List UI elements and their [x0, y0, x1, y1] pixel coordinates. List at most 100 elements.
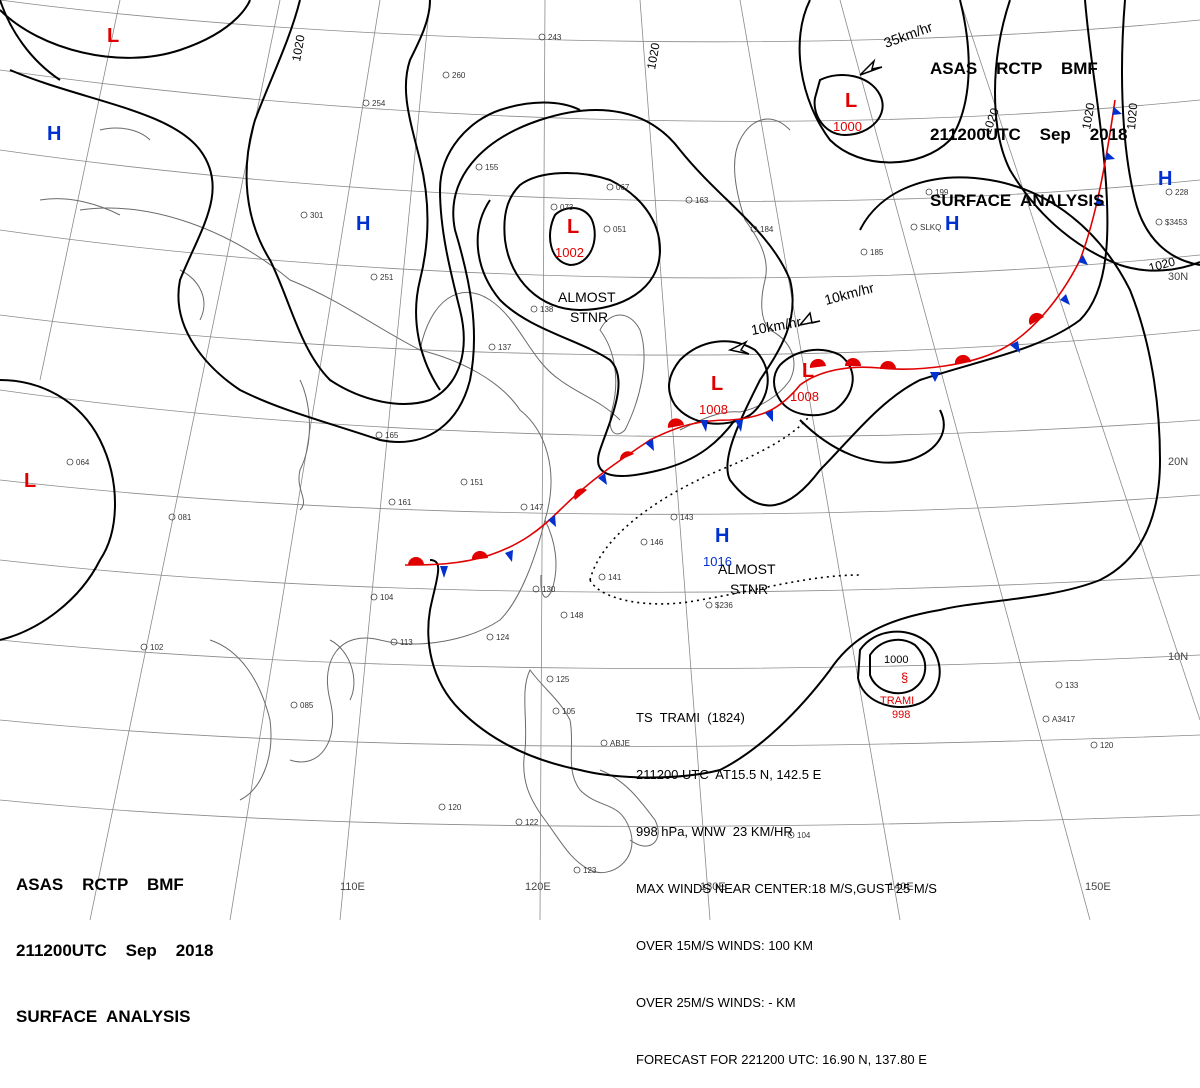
station-circle-icon — [532, 585, 540, 593]
station-plot: $3453 — [1165, 218, 1188, 227]
station-plot: 113 — [400, 638, 413, 647]
typhoon-info-pressure: 998 hPa, WNW 23 KM/HR — [636, 824, 793, 839]
station-plot: 254 — [372, 99, 386, 108]
station-plot: 161 — [398, 498, 412, 507]
station-circle-icon — [910, 223, 918, 231]
station-circle-icon — [530, 305, 538, 313]
isobar-label: 1020 — [1147, 254, 1177, 275]
station-plot: 133 — [1065, 681, 1079, 690]
station-circle-icon — [1042, 715, 1050, 723]
station-circle-icon — [388, 498, 396, 506]
almost-stnr-label: ALMOST — [718, 561, 776, 577]
high-pressure-center: H — [945, 213, 959, 235]
station-circle-icon — [552, 707, 560, 715]
typhoon-name: TRAMI — [880, 695, 914, 707]
lat-label-30n: 30N — [1168, 271, 1188, 283]
station-circle-icon — [705, 601, 713, 609]
station-plot: 102 — [150, 643, 164, 652]
footer-line-3: SURFACE ANALYSIS — [16, 1007, 191, 1026]
station-circle-icon — [750, 225, 758, 233]
station-circle-icon — [475, 163, 483, 171]
station-plot: 085 — [300, 701, 314, 710]
station-circle-icon — [438, 803, 446, 811]
almost-stnr-label: STNR — [730, 581, 768, 597]
low-pressure-center: L — [567, 216, 579, 238]
footer-line-1: ASAS RCTP BMF — [16, 875, 184, 894]
station-circle-icon — [560, 611, 568, 619]
typhoon-isobar-label: 1000 — [884, 654, 908, 666]
station-circle-icon — [600, 739, 608, 747]
station-circle-icon — [362, 99, 370, 107]
tropical-storm-icon: § — [901, 670, 908, 685]
station-plot: ABJE — [610, 739, 630, 748]
station-plot: 185 — [870, 248, 884, 257]
station-circle-icon — [370, 273, 378, 281]
station-plot: 138 — [540, 305, 554, 314]
station-circle-icon — [860, 248, 868, 256]
isobar-label: 1020 — [289, 33, 307, 62]
almost-stnr-label: STNR — [570, 309, 608, 325]
typhoon-info-forecast: FORECAST FOR 221200 UTC: 16.90 N, 137.80… — [636, 1052, 927, 1067]
station-plot: 141 — [608, 573, 622, 582]
grid-labels: 110E 120E 130E 140E 150E 30N 20N 10N — [340, 271, 1188, 893]
pressure-value: 1002 — [555, 245, 584, 260]
station-circle-icon — [1055, 681, 1063, 689]
header-line-1: ASAS RCTP BMF — [930, 59, 1098, 78]
low-pressure-center: L — [711, 373, 723, 395]
station-circle-icon — [685, 196, 693, 204]
isobar-label: 1020 — [1124, 102, 1140, 130]
isobar-label: 1020 — [644, 41, 662, 70]
station-circle-icon — [460, 478, 468, 486]
station-plot: 243 — [548, 33, 562, 42]
high-pressure-center: H — [356, 213, 370, 235]
lon-label-120e: 120E — [525, 881, 551, 893]
station-circle-icon — [670, 513, 678, 521]
station-plot: 199 — [935, 188, 949, 197]
lon-label-110e: 110E — [340, 881, 365, 893]
station-plot: 146 — [650, 538, 664, 547]
station-plot: 073 — [560, 203, 574, 212]
typhoon-info-title: TS TRAMI (1824) — [636, 710, 745, 725]
high-pressure-center: H — [1158, 168, 1172, 190]
typhoon-info-max-winds: MAX WINDS NEAR CENTER:18 M/S,GUST 25 M/S — [636, 881, 937, 896]
station-circle-icon — [442, 71, 450, 79]
station-plot: 301 — [310, 211, 324, 220]
weather-map: L H L 1000 H L 1002 L 1008 L 1008 L H 1016 H H 243 260 25… — [0, 0, 1200, 920]
station-plot: 124 — [496, 633, 510, 642]
station-plot: 260 — [452, 71, 466, 80]
pressure-value: 1008 — [699, 402, 728, 417]
station-plot: 104 — [797, 831, 811, 840]
station-plot: 251 — [380, 273, 394, 282]
low-pressure-center: L — [845, 90, 857, 112]
station-circle-icon — [1090, 741, 1098, 749]
station-circle-icon — [640, 538, 648, 546]
isobars — [0, 0, 1200, 779]
typhoon-info-15ms-radius: OVER 15M/S WINDS: 100 KM — [636, 938, 813, 953]
almost-stnr-label: ALMOST — [558, 289, 616, 305]
station-plot: 155 — [485, 163, 499, 172]
footer-line-2: 211200UTC Sep 2018 — [16, 941, 214, 960]
station-plot: 081 — [178, 513, 192, 522]
station-plot: 143 — [680, 513, 694, 522]
station-plot: 165 — [385, 431, 399, 440]
station-plot: 104 — [380, 593, 394, 602]
header-line-2: 211200UTC Sep 2018 — [930, 125, 1128, 144]
station-plot: 137 — [498, 343, 512, 352]
station-plot: 120 — [448, 803, 462, 812]
typhoon-info-25ms-radius: OVER 25M/S WINDS: - KM — [636, 995, 796, 1010]
station-circle-icon — [1165, 188, 1173, 196]
isobar-labels: 1020 1020 1020 1020 1020 1020 — [289, 33, 1177, 274]
coastlines — [39, 118, 795, 874]
station-plot: 228 — [1175, 188, 1189, 197]
station-plot: 122 — [525, 818, 539, 827]
station-plot: 105 — [562, 707, 576, 716]
header-line-3: SURFACE ANALYSIS — [930, 191, 1105, 210]
station-plot: 148 — [570, 611, 584, 620]
station-plot: $236 — [715, 601, 733, 610]
typhoon-pressure: 998 — [892, 709, 910, 721]
typhoon-center: 1000 § TRAMI 998 — [880, 654, 914, 721]
station-circle-icon — [488, 343, 496, 351]
station-circle-icon — [598, 573, 606, 581]
lat-label-10n: 10N — [1168, 651, 1188, 663]
station-circle-icon — [515, 818, 523, 826]
